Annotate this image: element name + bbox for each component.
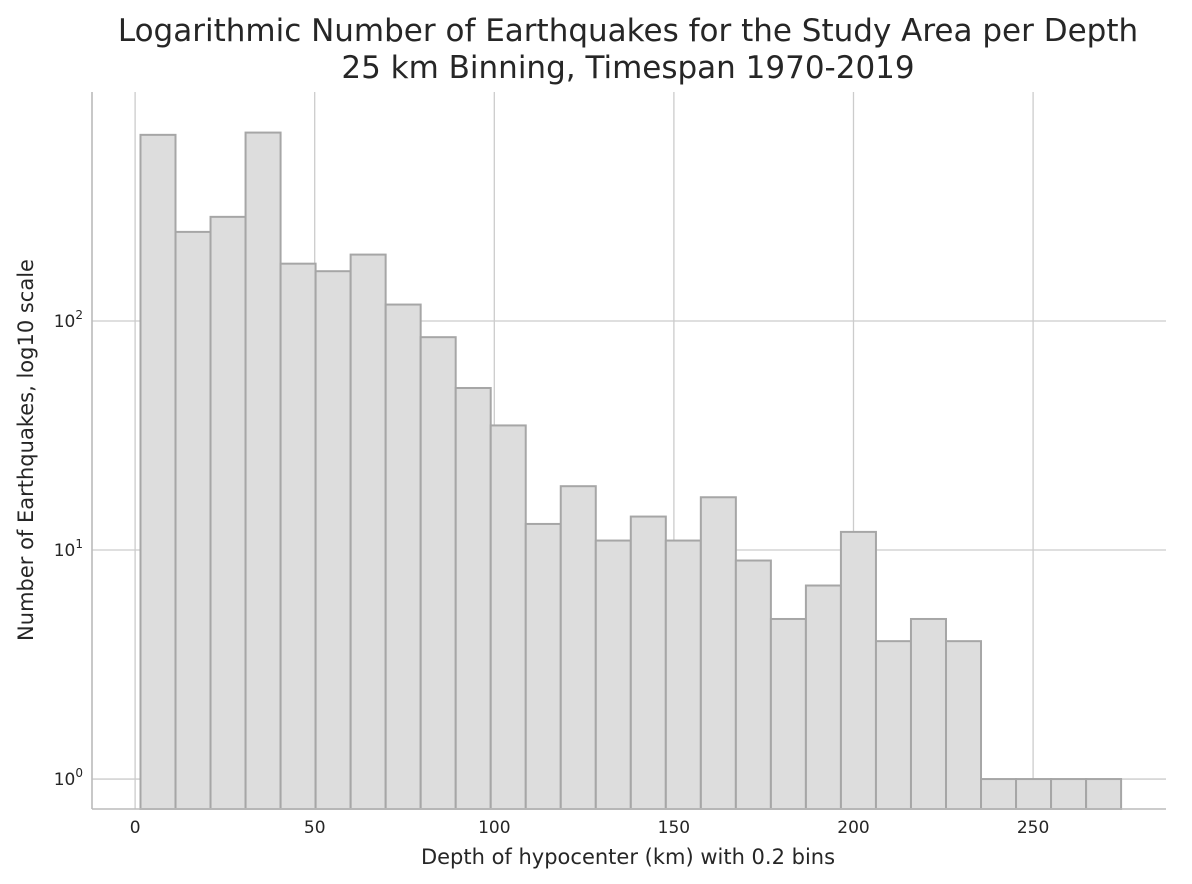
histogram-bar <box>734 559 772 810</box>
x-tick-label: 250 <box>1017 818 1049 838</box>
y-axis-label: Number of Earthquakes, log10 scale <box>14 259 38 641</box>
histogram-bar <box>699 496 737 810</box>
chart-subtitle: 25 km Binning, Timespan 1970-2019 <box>341 50 914 86</box>
histogram-bar <box>594 539 632 810</box>
histogram-bar <box>874 640 912 810</box>
histogram-bar <box>314 270 352 810</box>
histogram-bar <box>769 617 807 810</box>
histogram-bar <box>139 133 177 810</box>
histogram-bar <box>839 530 877 810</box>
histogram-bar <box>279 262 317 811</box>
y-tick-exponent: 1 <box>75 537 83 551</box>
histogram-bar <box>524 522 562 810</box>
x-tick-label: 100 <box>478 818 510 838</box>
y-tick-exponent: 0 <box>75 766 83 780</box>
x-tick-label: 200 <box>837 818 869 838</box>
histogram-bars <box>139 131 1123 811</box>
chart-title: Logarithmic Number of Earthquakes for th… <box>118 13 1138 49</box>
y-tick-label: 100 <box>54 766 83 790</box>
histogram-bar <box>944 640 983 810</box>
y-tick-label: 101 <box>54 537 83 561</box>
histogram-bar <box>349 253 387 810</box>
histogram-bar <box>559 485 597 810</box>
x-tick-label: 0 <box>130 818 141 838</box>
y-tick-exponent: 2 <box>75 308 83 322</box>
histogram-bar <box>419 336 457 810</box>
histogram-bar <box>1085 778 1123 811</box>
histogram-bar <box>1015 778 1053 811</box>
histogram-bar <box>804 584 842 810</box>
histogram-bar <box>1050 778 1088 811</box>
y-tick-base: 10 <box>54 541 76 561</box>
y-tick-base: 10 <box>54 770 76 790</box>
histogram-bar <box>489 424 527 810</box>
x-tick-labels: 0 50 100 150 200 250 <box>130 818 1050 838</box>
histogram-bar <box>980 778 1018 811</box>
histogram-bar <box>909 617 947 810</box>
x-axis-label: Depth of hypocenter (km) with 0.2 bins <box>421 845 835 869</box>
x-tick-label: 150 <box>658 818 690 838</box>
histogram-bar <box>454 386 492 810</box>
histogram-bar <box>244 131 282 810</box>
histogram-bar <box>664 539 702 810</box>
y-tick-label: 102 <box>54 308 83 332</box>
histogram-bar <box>629 515 667 810</box>
x-tick-label: 50 <box>304 818 326 838</box>
histogram-bar <box>174 230 212 810</box>
histogram-bar <box>384 303 422 810</box>
histogram-bar <box>209 215 247 811</box>
y-tick-base: 10 <box>54 312 76 332</box>
